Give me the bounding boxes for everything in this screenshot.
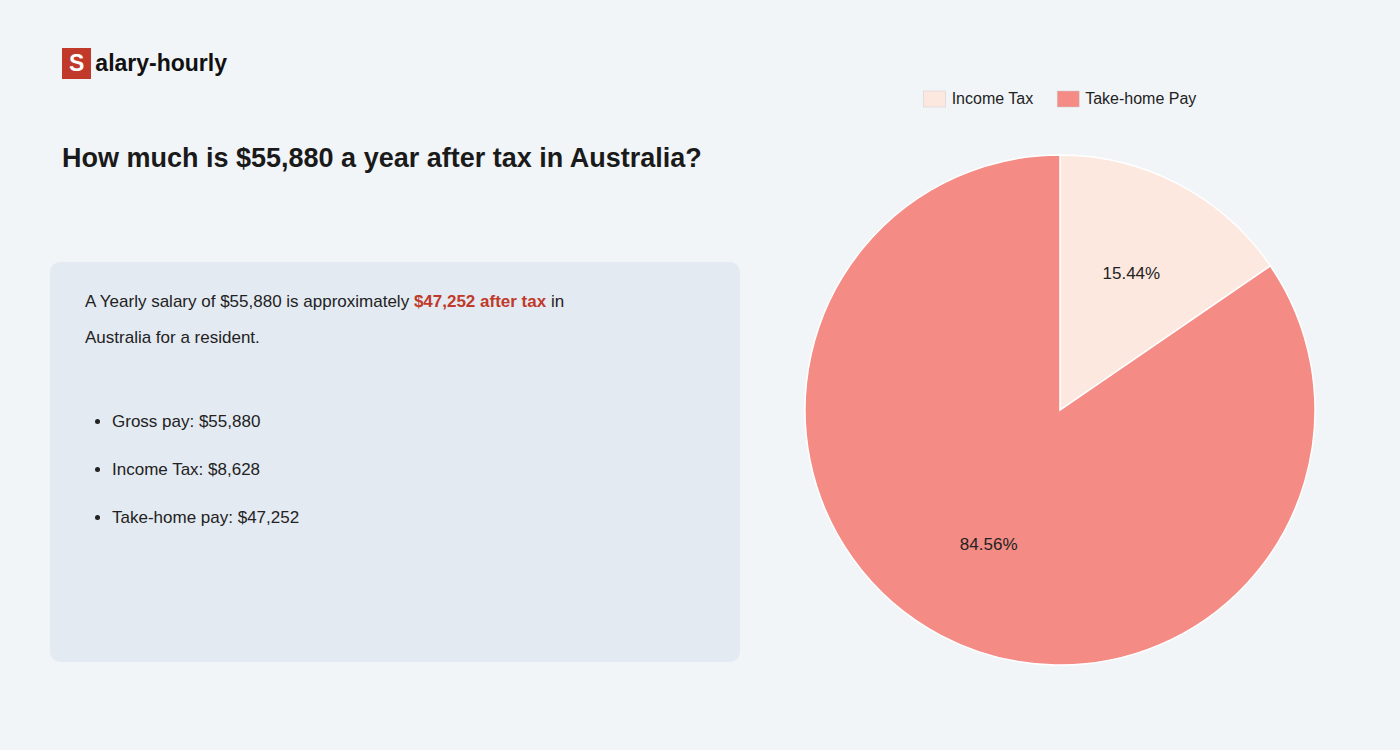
plot-area: 15.44% 84.56% bbox=[805, 155, 1315, 665]
logo-text: alary-hourly bbox=[95, 50, 227, 76]
legend-label: Take-home Pay bbox=[1085, 90, 1196, 107]
info-line: Australia for a resident. bbox=[85, 328, 260, 348]
pie-chart: 15.44% 84.56% Income Tax Take-home Pay bbox=[740, 0, 1380, 750]
legend-item: Take-home Pay bbox=[1057, 90, 1196, 107]
logo: Salary-hourly bbox=[62, 48, 227, 79]
title: How much is $55,880 a year after tax in … bbox=[62, 140, 762, 176]
data-label: 15.44% bbox=[1103, 264, 1161, 283]
info-text: in bbox=[546, 292, 564, 311]
legend-item: Income Tax bbox=[924, 90, 1034, 107]
info-line: A Yearly salary of $55,880 is approximat… bbox=[85, 292, 564, 312]
legend-swatch bbox=[924, 91, 946, 107]
info-text: A Yearly salary of $55,880 is approximat… bbox=[85, 292, 414, 311]
data-labels: 15.44% 84.56% bbox=[960, 264, 1160, 554]
pie-slice bbox=[805, 155, 1315, 665]
text-panel: Salary-hourly How much is $55,880 a year … bbox=[0, 0, 770, 750]
legend-label: Income Tax bbox=[952, 90, 1034, 107]
slices bbox=[805, 155, 1315, 665]
legend-swatch bbox=[1057, 91, 1079, 107]
info-text: $47,252 after tax bbox=[414, 292, 546, 311]
bullet-list: Gross pay: $55,880 Income Tax: $8,628 Take… bbox=[90, 412, 299, 556]
data-label: 84.56% bbox=[960, 535, 1018, 554]
bullet-point: Gross pay: $55,880 bbox=[112, 412, 299, 432]
bullet-point: Take-home pay: $47,252 bbox=[112, 508, 299, 528]
logo-mark: S bbox=[62, 48, 91, 79]
bullet-point: Income Tax: $8,628 bbox=[112, 460, 299, 480]
info-box: A Yearly salary of $55,880 is approximat… bbox=[50, 262, 740, 662]
legend: Income Tax Take-home Pay bbox=[924, 90, 1197, 107]
